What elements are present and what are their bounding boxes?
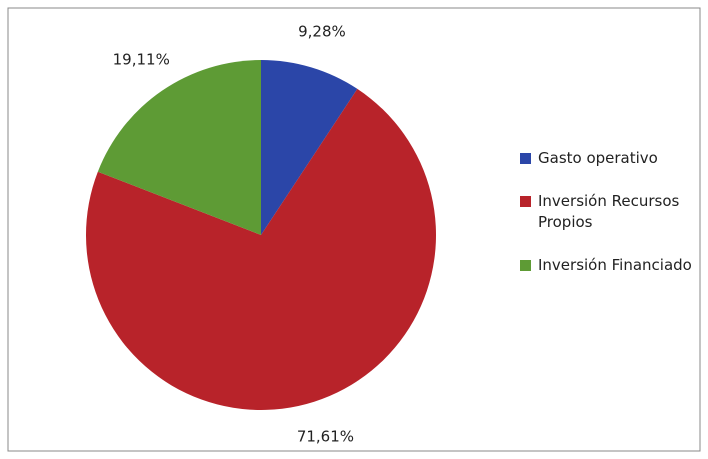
pie-slice [86,88,436,410]
data-label: 19,11% [113,51,170,69]
legend-item: Inversión Recursos Propios [520,191,700,233]
legend: Gasto operativo Inversión Recursos Propio… [520,148,700,298]
data-label: 9,28% [298,22,346,40]
legend-item: Inversión Financiado [520,255,700,276]
data-label: 71,61% [297,427,354,445]
legend-item: Gasto operativo [520,148,700,169]
legend-label: Inversión Financiado [538,256,692,274]
legend-swatch [520,260,531,271]
legend-label: Inversión Recursos Propios [538,192,680,231]
pie-slice [97,60,262,235]
legend-label: Gasto operativo [538,149,658,167]
legend-swatch [520,153,531,164]
pie-slice [261,60,358,235]
legend-swatch [520,196,531,207]
